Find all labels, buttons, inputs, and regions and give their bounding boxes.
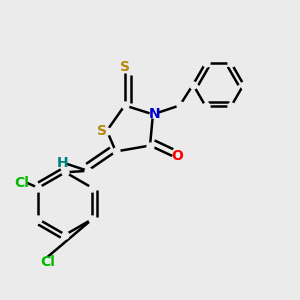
Text: H: H (56, 156, 68, 170)
Text: O: O (172, 149, 184, 163)
Text: Cl: Cl (14, 176, 29, 190)
Text: N: N (148, 107, 160, 121)
Text: S: S (120, 60, 130, 74)
Text: S: S (97, 124, 106, 138)
Text: Cl: Cl (40, 255, 55, 269)
